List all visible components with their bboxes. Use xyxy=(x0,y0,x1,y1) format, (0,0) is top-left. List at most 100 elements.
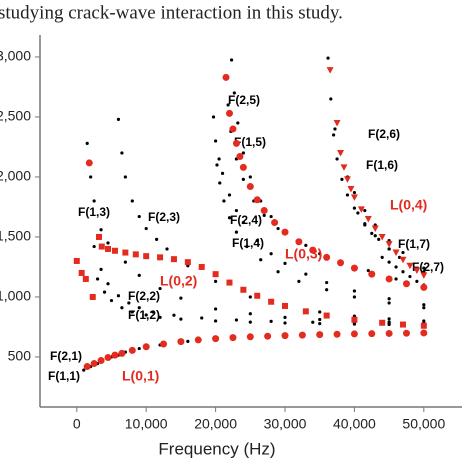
point xyxy=(420,322,427,329)
point xyxy=(380,255,384,259)
point xyxy=(234,230,239,234)
curve-label: F(2,7) xyxy=(412,260,444,274)
curve-label: F(1,7) xyxy=(398,237,430,251)
point xyxy=(370,231,374,235)
point xyxy=(363,223,367,227)
point xyxy=(311,320,315,324)
point xyxy=(323,253,331,261)
point xyxy=(186,339,190,343)
point xyxy=(118,349,126,357)
curve-label: F(2,4) xyxy=(230,213,262,227)
point xyxy=(229,58,234,62)
point xyxy=(406,262,414,270)
point xyxy=(400,321,407,328)
point xyxy=(179,317,183,321)
point xyxy=(227,193,232,197)
point xyxy=(276,226,280,231)
curve-label: L(0,3) xyxy=(285,246,322,262)
point xyxy=(214,139,218,143)
point xyxy=(222,73,230,81)
point xyxy=(246,333,254,341)
point xyxy=(415,279,419,283)
point xyxy=(282,302,289,309)
point xyxy=(283,261,287,265)
point xyxy=(245,244,249,249)
point xyxy=(240,286,247,293)
point xyxy=(340,164,348,171)
point xyxy=(248,312,252,316)
point xyxy=(281,228,289,236)
point xyxy=(78,269,85,276)
point xyxy=(248,175,252,179)
point xyxy=(111,351,119,359)
point xyxy=(105,245,112,252)
point xyxy=(377,237,381,241)
point xyxy=(318,317,322,322)
point xyxy=(214,307,218,311)
point xyxy=(379,319,386,326)
point xyxy=(116,117,121,121)
point xyxy=(218,181,222,185)
x-tick-label: 30,000 xyxy=(264,416,307,432)
curve-label: F(1,6) xyxy=(366,158,398,172)
point xyxy=(331,133,336,137)
y-tick-label: 3,000 xyxy=(0,48,31,64)
point xyxy=(217,157,221,161)
point xyxy=(264,332,272,340)
point xyxy=(106,282,110,286)
point xyxy=(402,329,410,337)
point xyxy=(254,292,261,299)
point xyxy=(373,234,377,238)
point xyxy=(158,286,162,291)
point xyxy=(366,268,370,273)
point xyxy=(304,243,308,247)
point xyxy=(85,141,89,145)
curve-label: F(1,4) xyxy=(232,236,264,250)
point xyxy=(211,115,216,119)
point xyxy=(248,320,252,324)
point xyxy=(130,199,134,203)
y-tick-label: 1,500 xyxy=(0,228,31,244)
point xyxy=(302,308,309,315)
point xyxy=(283,315,287,319)
x-tick-label: 50,000 xyxy=(402,416,445,432)
point xyxy=(194,336,202,344)
point xyxy=(137,273,141,277)
point xyxy=(99,228,103,232)
point xyxy=(109,298,114,303)
point xyxy=(350,264,358,272)
point xyxy=(304,272,308,276)
point xyxy=(241,151,245,155)
point xyxy=(253,196,261,204)
point xyxy=(104,354,112,362)
curve-label: F(1,2) xyxy=(128,308,160,322)
point xyxy=(151,310,155,314)
point xyxy=(408,274,412,279)
point xyxy=(99,267,103,271)
point xyxy=(123,260,127,264)
point xyxy=(297,279,301,283)
curve-label: F(2,1) xyxy=(50,349,82,363)
point xyxy=(255,238,259,243)
x-tick-label: 10,000 xyxy=(125,416,168,432)
point xyxy=(246,183,254,191)
curve-label: F(2,5) xyxy=(228,93,260,107)
point xyxy=(385,241,393,248)
curve-label: F(1,1) xyxy=(48,369,80,383)
point xyxy=(82,275,89,282)
point xyxy=(378,233,386,241)
curve-label: L(0,1) xyxy=(122,368,159,384)
point xyxy=(92,244,96,249)
point xyxy=(352,206,357,210)
point xyxy=(73,257,80,264)
point xyxy=(268,298,275,305)
point xyxy=(90,360,98,368)
point xyxy=(248,295,252,299)
point xyxy=(97,357,105,365)
point xyxy=(420,283,428,291)
point xyxy=(234,208,239,213)
point xyxy=(165,247,169,251)
point xyxy=(155,237,159,241)
point xyxy=(281,332,289,340)
